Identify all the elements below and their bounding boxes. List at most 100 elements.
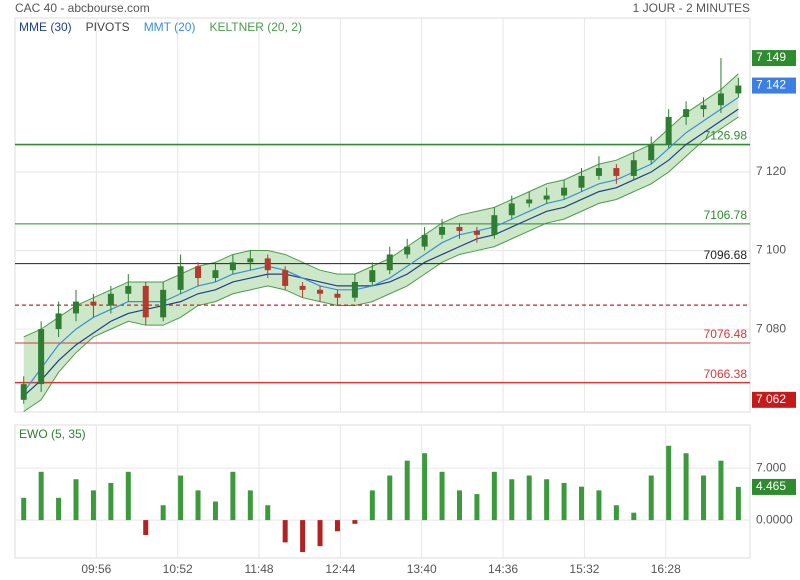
y-tick-label: 7 120 [756,164,786,178]
candle-body [160,289,167,318]
candle-body [648,144,655,161]
price-tag-label: 7 142 [756,78,786,92]
ewo-bar [631,512,637,521]
price-tag-label: 7 149 [756,50,786,64]
ewo-bar [195,490,201,521]
ewo-bar [108,482,114,521]
candle-body [38,329,45,385]
ewo-bar [317,520,323,547]
ewo-bar [526,475,532,521]
x-tick-label: 11:48 [244,562,273,576]
ewo-bar [369,490,375,521]
pivot-label: 7106.78 [704,208,748,222]
legend-label: PIVOTS [86,20,130,34]
candle-body [456,226,463,231]
candle-body [20,384,27,400]
ewo-panel [14,424,751,559]
ewo-bar [387,475,393,521]
x-tick-label: 15:32 [569,562,599,576]
legend-label: MME (30) [19,20,72,34]
price-tag-label: 7 062 [756,392,786,406]
candle-body [195,266,202,279]
candle-body [73,301,80,314]
x-tick-label: 09:56 [81,562,111,576]
ewo-bar [73,479,79,521]
candle-body [421,234,428,247]
candle-body [386,254,393,271]
period: 1 JOUR - 2 MINUTES [633,1,750,15]
candle-body [595,168,602,176]
ewo-bar [701,475,707,521]
candle-body [229,262,236,271]
candle-body [264,258,271,271]
ewo-bar [509,479,515,521]
pivot-label: 7126.98 [704,129,748,143]
ewo-bar [334,520,340,532]
candle-body [404,246,411,255]
candle-body [282,270,289,286]
ewo-bar [300,520,306,553]
ewo-bar [579,486,585,521]
ewo-bar [735,486,741,521]
candle-body [107,293,114,306]
ewo-bar [439,471,445,521]
candle-body [299,285,306,290]
candle-body [717,93,724,106]
ewo-bar [596,490,602,521]
pivot-label: 7076.48 [704,327,748,341]
ewo-bar [352,520,358,524]
x-tick-label: 14:36 [488,562,518,576]
candle-body [125,285,132,294]
pivot-label: 7066.38 [704,367,748,381]
x-tick-label: 12:44 [325,562,355,576]
ewo-bar [143,520,149,535]
candle-body [177,266,184,290]
value-tag [752,478,796,495]
pivot-label: 7096.68 [704,248,748,262]
keltner-lower [23,116,739,413]
source: CAC 40 - abcbourse.com [15,1,150,15]
ewo-bar [544,479,550,521]
ewo-bar [212,501,218,521]
ewo-bar [230,471,236,521]
x-tick-label: 13:40 [407,562,437,576]
candle-body [491,215,498,235]
y-tick-label: 7 100 [756,243,786,257]
candle-body [334,293,341,298]
ewo-bar [456,490,462,521]
candle-body [630,160,637,176]
candle-body [561,187,568,196]
ewo-bar [404,460,410,521]
ewo-bar [265,505,271,521]
ewo-bar [282,520,288,543]
candle-body [55,313,62,330]
value-tag-label: 4.465 [756,479,786,493]
candle-body [683,109,690,117]
candle-body [439,226,446,235]
y-tick-label: 7 080 [756,321,786,335]
candle-body [212,270,219,279]
candle-body [665,116,672,145]
y-tick-label: 7.000 [756,460,786,474]
candle-body [735,85,742,94]
legend-label: MMT (20) [144,20,196,34]
ewo-bar [90,490,96,521]
ewo-bar [125,471,131,521]
price-tag [752,77,796,94]
candle-body [142,285,149,318]
candle-body [578,175,585,188]
candle-body [90,301,97,306]
candle-body [508,203,515,216]
ewo-bar [178,475,184,521]
price-tag [752,391,796,408]
keltner-upper [23,73,739,338]
candle-body [543,195,550,200]
candle-body [526,199,533,204]
ewo-bar [247,490,253,521]
ewo-bar [160,505,166,521]
ewo-bar [648,475,654,521]
ewo-bar [491,471,497,521]
ewo-bar [38,471,44,521]
candle-body [351,281,358,298]
